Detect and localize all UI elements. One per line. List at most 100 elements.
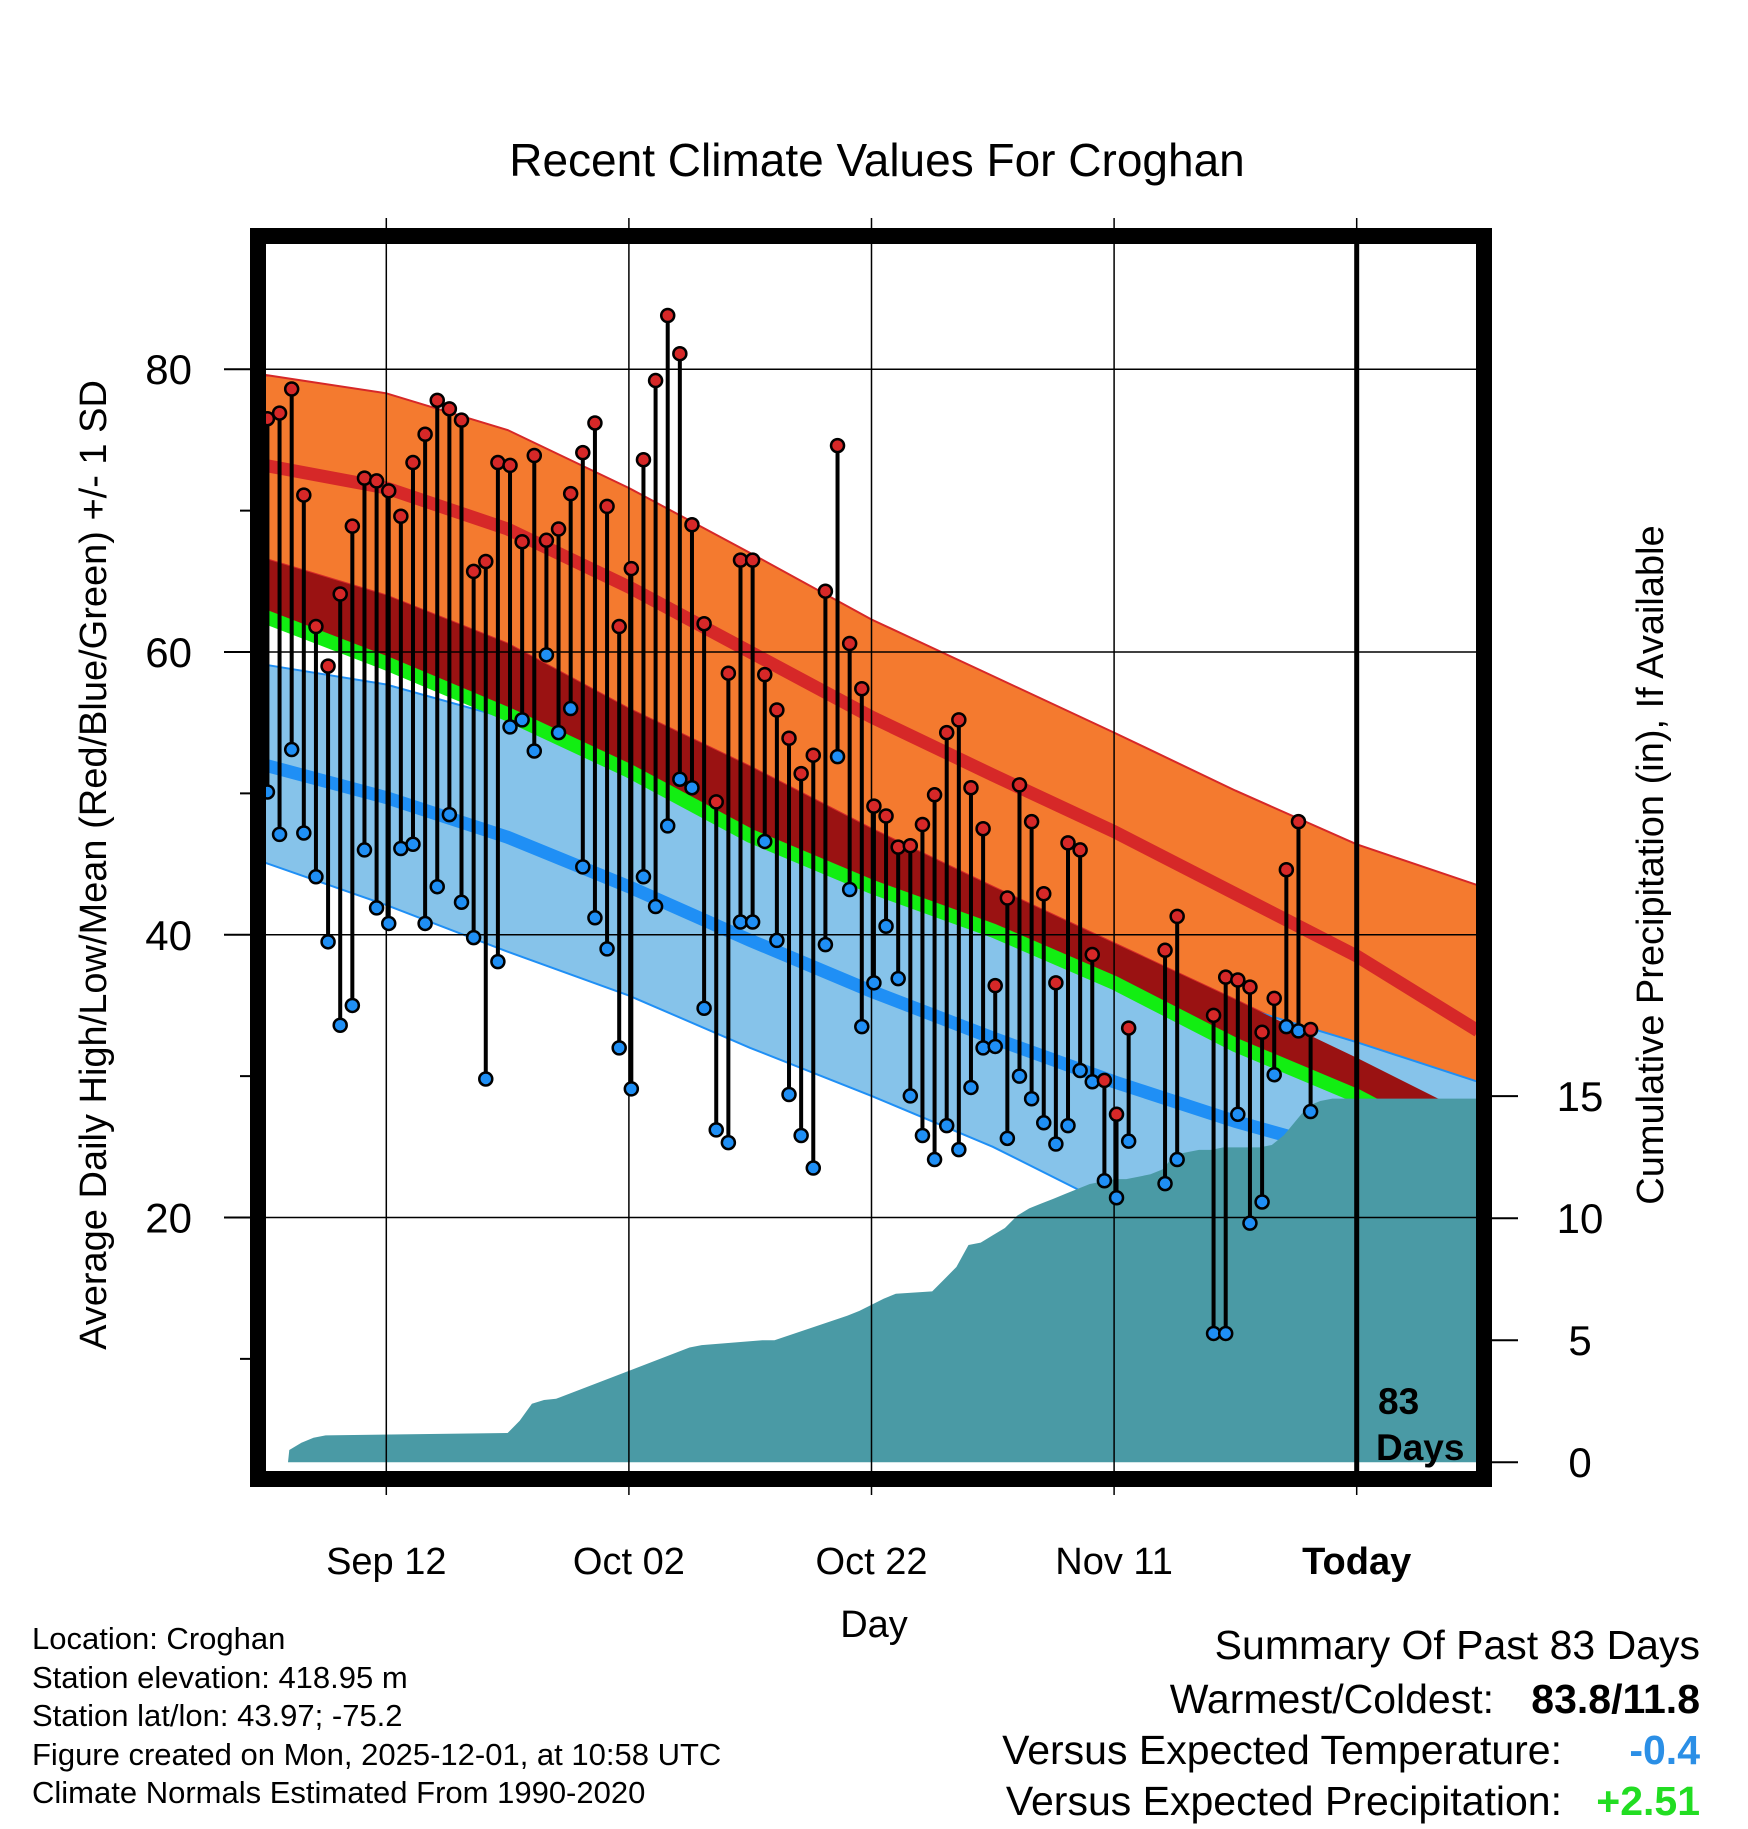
daily-high-point [320,658,336,674]
daily-high-point [769,702,785,718]
chart-title: Recent Climate Values For Croghan [509,134,1244,186]
daily-high-point [1254,1024,1270,1041]
daily-low-point [611,1040,627,1056]
daily-high-point [587,415,603,431]
daily-high-point [1096,1072,1113,1089]
daily-high-point [1023,813,1040,830]
precip-anomaly-value: +2.51 [1596,1778,1700,1824]
daily-low-point [599,941,615,957]
daily-low-point [1011,1068,1028,1084]
daily-high-point [502,457,518,474]
daily-high-point [1060,835,1076,851]
daily-high-point [296,487,312,503]
daily-low-point [562,700,579,717]
daily-high-point [757,666,773,683]
daily-high-point [1011,777,1028,793]
daily-high-point [1302,1021,1319,1038]
daily-low-point [914,1127,931,1144]
daily-bars-layer [259,307,1319,1342]
daily-low-point [684,779,700,796]
daily-low-point [332,1017,348,1033]
daily-low-point [926,1151,943,1168]
daily-low-point [829,748,846,765]
daily-high-point [793,765,809,782]
daily-low-point [1302,1103,1319,1120]
created-text: Figure created on Mon, 2025-12-01, at 10… [32,1736,722,1772]
daily-high-point [696,615,712,632]
daily-high-point [926,787,943,803]
daily-low-point [781,1086,797,1103]
y-tick-label: 20 [145,1195,192,1242]
daily-high-point [1242,979,1258,995]
daily-low-point [550,724,567,741]
y2-tick-label: 15 [1557,1073,1604,1120]
location-text: Location: Croghan [32,1621,286,1656]
daily-high-point [1072,842,1088,858]
daily-low-point [1108,1189,1125,1206]
daily-high-point [1084,946,1101,963]
daily-low-point [708,1122,724,1138]
daily-low-point [356,842,373,858]
daily-low-point [1072,1062,1088,1079]
daily-low-point [757,833,773,850]
daily-low-point [672,771,688,787]
elevation-text: Station elevation: 418.95 m [32,1659,408,1695]
today-days-unit: Days [1376,1427,1464,1468]
daily-low-point [659,818,676,834]
precip-anomaly-label: Versus Expected Precipitation: [1005,1778,1562,1824]
daily-high-point [1035,886,1052,902]
daily-high-point [1108,1106,1125,1123]
daily-low-point [987,1038,1003,1055]
daily-low-point [502,719,518,735]
daily-high-point [805,747,822,763]
daily-low-point [429,878,445,895]
daily-high-point [1230,972,1246,988]
daily-low-point [1169,1151,1185,1168]
daily-high-point [1290,813,1307,830]
daily-low-point [841,881,858,898]
daily-high-point [781,730,797,746]
daily-high-point [708,794,724,810]
daily-low-point [538,647,555,663]
daily-high-point [490,454,506,471]
daily-low-point [890,970,906,987]
y-tick-label: 80 [145,346,192,393]
daily-low-point [1023,1091,1040,1107]
daily-high-point [405,454,421,471]
daily-high-point [271,405,288,421]
daily-low-point [320,934,336,950]
daily-high-point [1217,969,1234,985]
daily-high-point [526,447,543,464]
daily-low-point [769,932,785,949]
daily-low-point [575,859,591,875]
daily-low-point [380,915,397,932]
daily-low-point [878,918,894,935]
plot-frame [250,228,1492,1487]
daily-low-point [1060,1117,1076,1134]
daily-low-point [441,806,458,823]
daily-low-point [1035,1115,1052,1131]
daily-low-point [308,869,324,885]
daily-low-point [805,1160,822,1176]
warmest-coldest-value: 83.8/11.8 [1531,1676,1700,1722]
precip-area [288,1098,1478,1463]
daily-low-point [623,1081,640,1097]
daily-high-point [514,533,530,550]
daily-low-point [1217,1325,1234,1342]
daily-high-point [963,779,979,796]
daily-low-point [1254,1194,1270,1210]
daily-low-point [1230,1106,1246,1123]
axes-layer: 20 40 60 80 0 5 10 15 Sep 12 Oct 02 Oct 22 Nov 11 To… [145,346,1603,1583]
daily-high-point [647,372,664,389]
daily-low-point [1048,1136,1064,1152]
daily-low-point [490,953,506,970]
daily-low-point [866,975,882,991]
daily-high-point [684,517,700,533]
daily-low-point [951,1141,967,1158]
daily-high-point [975,820,991,837]
y2-tick-label: 0 [1568,1439,1591,1486]
daily-high-point [417,426,433,443]
daily-high-point [478,553,494,570]
y-tick-label: 40 [145,912,192,959]
